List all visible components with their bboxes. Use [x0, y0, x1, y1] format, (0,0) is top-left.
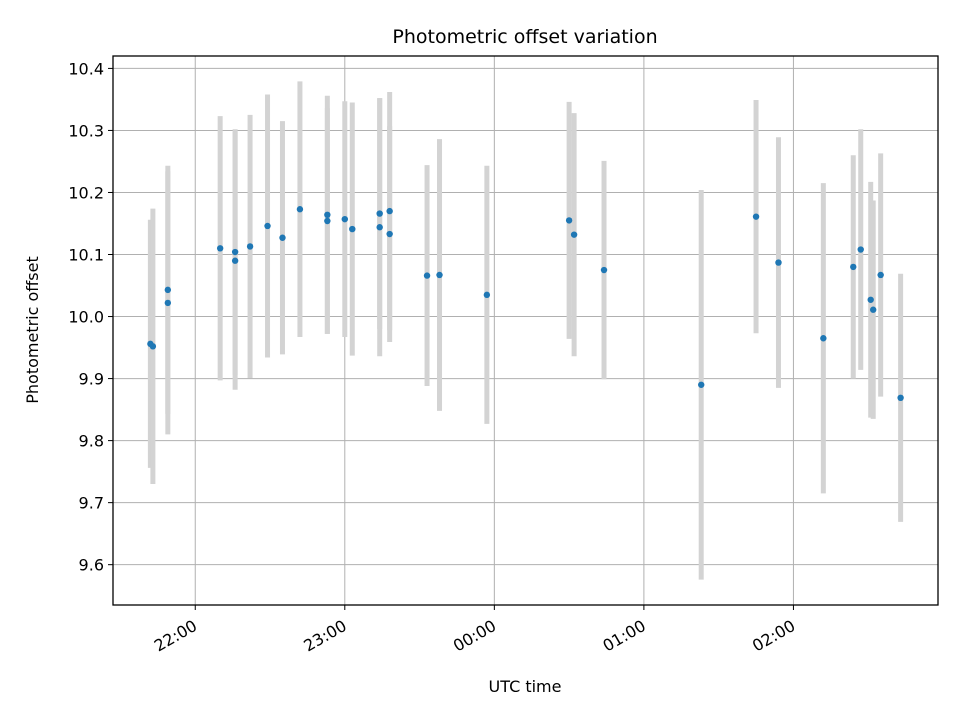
data-point	[386, 207, 393, 215]
data-point	[775, 259, 782, 266]
x-axis-label: UTC time	[489, 677, 562, 696]
data-point	[341, 215, 348, 223]
data-points	[147, 206, 904, 402]
data-point	[386, 230, 393, 238]
data-point	[349, 225, 356, 233]
data-point	[752, 213, 760, 220]
data-point	[164, 286, 172, 294]
chart-title: Photometric offset variation	[392, 26, 657, 48]
data-point	[296, 206, 304, 213]
y-axis: 9.6 9.7 9.8 9.9 10.0 10.1 10.2 10.3 10.4	[68, 59, 113, 575]
data-point	[376, 224, 383, 231]
data-point	[231, 248, 239, 256]
data-point	[600, 266, 608, 274]
y-tick-label: 9.8	[79, 432, 104, 451]
y-tick-label: 9.6	[79, 556, 104, 575]
data-point	[570, 231, 578, 238]
data-point	[897, 394, 904, 402]
y-axis-label: Photometric offset	[23, 256, 42, 404]
data-point	[264, 222, 271, 230]
y-tick-label: 10.1	[68, 246, 104, 265]
data-point	[483, 291, 491, 299]
data-point	[877, 271, 884, 279]
data-point	[231, 257, 239, 264]
data-point	[164, 299, 172, 307]
data-point	[867, 296, 874, 303]
data-point	[857, 246, 864, 253]
y-tick-label: 9.7	[79, 494, 104, 513]
data-point	[820, 335, 827, 342]
y-tick-label: 10.4	[68, 59, 104, 78]
y-tick-label: 10.2	[68, 183, 104, 202]
data-point	[698, 381, 705, 388]
data-point	[324, 211, 331, 219]
data-point	[376, 210, 383, 217]
data-point	[436, 271, 443, 279]
data-point	[279, 234, 286, 241]
plot-frame	[112, 55, 939, 606]
y-tick-label: 10.0	[68, 308, 104, 327]
data-point	[324, 217, 331, 225]
y-tick-label: 9.9	[79, 370, 104, 389]
data-point	[869, 306, 877, 313]
data-point	[246, 243, 254, 250]
data-point	[423, 272, 431, 279]
data-point	[565, 217, 573, 224]
y-tick-label: 10.3	[68, 121, 104, 140]
data-point	[216, 245, 224, 252]
data-point	[149, 343, 157, 350]
data-point	[850, 263, 857, 271]
